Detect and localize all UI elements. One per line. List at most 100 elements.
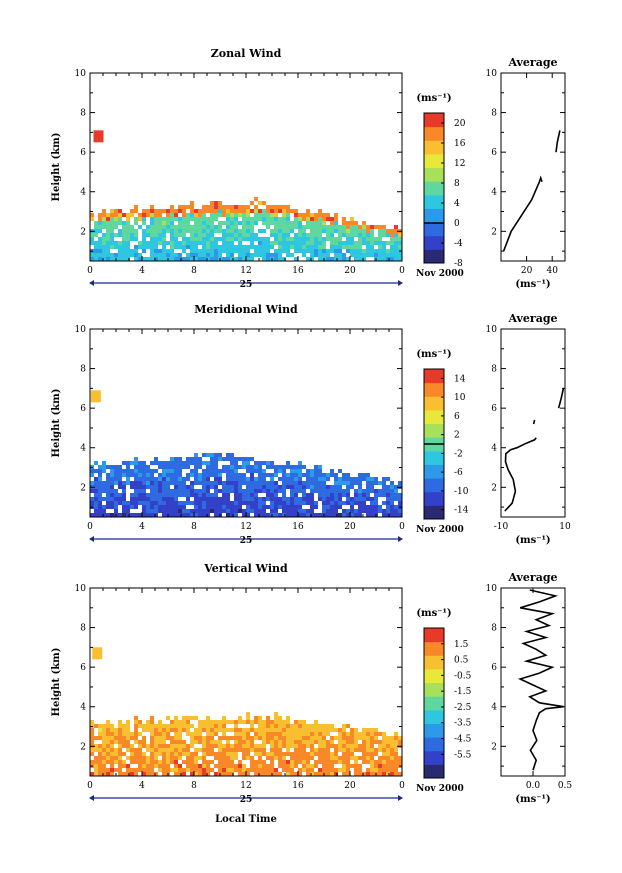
heatmap-cell: [242, 257, 246, 261]
heatmap-cell: [118, 501, 122, 505]
heatmap-cell: [230, 237, 234, 241]
heatmap-cell: [202, 233, 206, 237]
heatmap-cell: [346, 485, 350, 489]
heatmap-cell: [90, 481, 94, 485]
colorbar-tick-label: -14: [454, 506, 469, 516]
heatmap-cell: [386, 505, 390, 509]
heatmap-cell: [322, 756, 326, 760]
heatmap-cell: [90, 513, 94, 517]
heatmap-cell: [282, 485, 286, 489]
heatmap-cell: [342, 740, 346, 744]
heatmap-cell: [126, 501, 130, 505]
heatmap-cell: [298, 469, 302, 473]
heatmap-cell: [306, 257, 310, 261]
heatmap-cell: [162, 497, 166, 501]
heatmap-cell: [290, 724, 294, 728]
heatmap-cell: [210, 229, 214, 233]
heatmap-cell: [286, 760, 290, 764]
heatmap-cell: [126, 477, 130, 481]
heatmap-cell: [206, 505, 210, 509]
heatmap-ticks: [89, 587, 403, 776]
heatmap-cell: [266, 241, 270, 245]
heatmap-cell: [122, 493, 126, 497]
heatmap-cell: [194, 213, 198, 217]
heatmap-cell: [274, 241, 278, 245]
heatmap-cell: [218, 249, 222, 253]
heatmap-cell: [214, 752, 218, 756]
heatmap-cell: [122, 229, 126, 233]
heatmap-cell: [294, 744, 298, 748]
heatmap-cell: [218, 489, 222, 493]
heatmap-cell: [282, 249, 286, 253]
date-axis-arrow-left: [89, 795, 94, 801]
date-axis-arrow-right: [398, 536, 403, 542]
heatmap-cell: [94, 233, 98, 237]
heatmap-cell: [246, 716, 250, 720]
heatmap-cell: [290, 481, 294, 485]
heatmap-cell: [298, 744, 302, 748]
heatmap-cell: [90, 241, 94, 245]
heatmap-cell: [242, 229, 246, 233]
heatmap-cell: [150, 485, 154, 489]
heatmap-cell: [322, 473, 326, 477]
heatmap-cell: [334, 772, 338, 776]
heatmap-cell: [322, 501, 326, 505]
heatmap-cell: [134, 501, 138, 505]
heatmap-cell: [102, 465, 106, 469]
heatmap-cell: [250, 760, 254, 764]
heatmap-cell: [198, 772, 202, 776]
heatmap-cell: [150, 744, 154, 748]
heatmap-cell: [362, 225, 366, 229]
heatmap-cell: [358, 732, 362, 736]
heatmap-cell: [362, 772, 366, 776]
heatmap-cell: [150, 764, 154, 768]
heatmap-cell: [214, 720, 218, 724]
heatmap-cell: [386, 233, 390, 237]
heatmap-cell: [246, 772, 250, 776]
heatmap-cell: [266, 493, 270, 497]
heatmap-cell: [174, 513, 178, 517]
heatmap-cell: [106, 237, 110, 241]
heatmap-cell: [138, 732, 142, 736]
heatmap-cell: [182, 485, 186, 489]
heatmap-cell: [178, 253, 182, 257]
heatmap-cell: [218, 501, 222, 505]
heatmap-cell: [118, 465, 122, 469]
heatmap-cell: [238, 748, 242, 752]
heatmap-cell: [374, 748, 378, 752]
heatmap-cell: [390, 245, 394, 249]
heatmap-cell: [282, 764, 286, 768]
heatmap-cell: [218, 237, 222, 241]
heatmap-cell: [318, 209, 322, 213]
heatmap-cell: [274, 748, 278, 752]
heatmap-cell: [182, 768, 186, 772]
heatmap-cell: [206, 716, 210, 720]
heatmap-cell: [122, 752, 126, 756]
heatmap-cell: [106, 497, 110, 501]
heatmap-cell: [298, 241, 302, 245]
heatmap-cell: [314, 217, 318, 221]
heatmap-cell: [298, 768, 302, 772]
heatmap-cell: [302, 245, 306, 249]
x-axis-label: Local Time: [215, 814, 277, 825]
heatmap-cell: [322, 764, 326, 768]
heatmap-cell: [314, 465, 318, 469]
heatmap-cell: [178, 744, 182, 748]
heatmap-cell: [266, 728, 270, 732]
heatmap-cell: [158, 241, 162, 245]
heatmap-cell: [110, 481, 114, 485]
heatmap-cell: [118, 732, 122, 736]
heatmap-cell: [94, 253, 98, 257]
heatmap-cell: [210, 720, 214, 724]
heatmap-cell: [238, 720, 242, 724]
heatmap-cell: [282, 233, 286, 237]
heatmap-cell: [354, 221, 358, 225]
heatmap-cell: [90, 732, 94, 736]
heatmap-cell: [222, 497, 226, 501]
heatmap-cell: [242, 249, 246, 253]
heatmap-cell: [238, 505, 242, 509]
heatmap-cell: [102, 209, 106, 213]
heatmap-cell: [198, 724, 202, 728]
heatmap-cell: [390, 489, 394, 493]
heatmap-cell: [210, 209, 214, 213]
